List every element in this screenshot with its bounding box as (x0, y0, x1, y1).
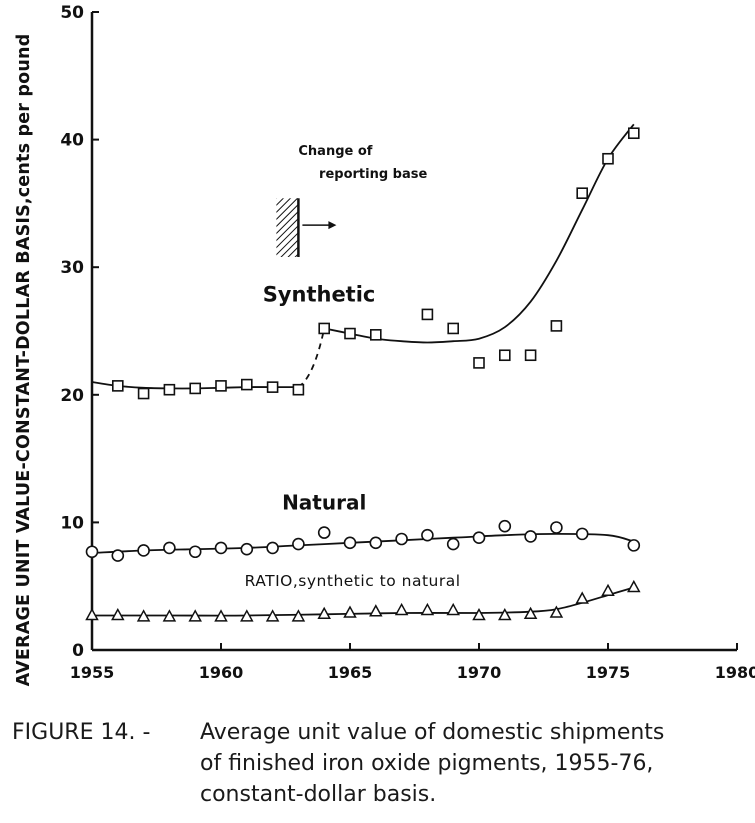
ratio-point (136, 609, 151, 622)
caption-line-2: of finished iron oxide pigments, 1955-76… (200, 751, 654, 776)
ratio-point (265, 609, 280, 622)
ratio-point (162, 609, 177, 622)
ratio-point (317, 606, 331, 620)
natural-point (266, 541, 279, 555)
synthetic-point (627, 127, 640, 140)
ratio-point (214, 609, 228, 622)
natural-point (395, 532, 408, 546)
natural-point (188, 545, 202, 559)
synthetic-point (292, 383, 305, 396)
y-tick-label: 0 (72, 641, 84, 661)
x-tick-label: 1975 (586, 663, 631, 682)
synthetic-point (266, 381, 279, 393)
x-tick-label: 1960 (199, 663, 244, 682)
natural-point (214, 541, 228, 555)
synthetic-point (524, 349, 537, 362)
natural-point (498, 519, 512, 533)
chart: 0 10 20 30 40 50 1955 1960 1965 1970 1975 1980 Synt… (60, 3, 755, 682)
synthetic-point (473, 357, 485, 369)
change-label-line-2: reporting base (319, 167, 427, 182)
x-tick-label: 1970 (457, 663, 502, 682)
ratio-point (498, 607, 512, 621)
synthetic-point (215, 380, 227, 392)
y-tick-label: 10 (60, 513, 84, 533)
synthetic-point (137, 387, 150, 400)
natural-point (421, 528, 434, 542)
axes (90, 11, 738, 652)
x-tick-label: 1965 (328, 663, 373, 682)
synthetic-point (498, 349, 511, 362)
natural-point (111, 549, 125, 562)
ratio-point (420, 602, 435, 616)
y-tick-label: 50 (60, 3, 84, 23)
synthetic-point (189, 382, 201, 395)
ratio-point (111, 607, 125, 621)
x-tick-label: 1980 (715, 663, 755, 682)
y-tick-label: 40 (60, 131, 84, 151)
natural-point (369, 536, 383, 550)
ratio-point (85, 607, 99, 621)
synthetic-point (241, 378, 253, 391)
y-tick-label: 30 (60, 258, 84, 278)
caption-line-1: Average unit value of domestic shipments (200, 720, 665, 745)
reporting-base-arrowhead (328, 221, 337, 230)
ratio-point (188, 609, 202, 622)
synthetic-point (550, 320, 563, 332)
y-tick-label: 20 (60, 386, 84, 406)
data-markers (85, 127, 641, 622)
natural-label: Natural (282, 491, 366, 515)
synthetic-label: Synthetic (263, 283, 376, 307)
natural-point (317, 526, 331, 539)
ratio-point (549, 605, 564, 618)
ratio-point (291, 609, 306, 622)
natural-point (343, 536, 357, 550)
tick-labels: 0 10 20 30 40 50 1955 1960 1965 1970 1975 1980 (60, 3, 755, 682)
synthetic-point (447, 322, 460, 335)
ratio-point (240, 609, 254, 622)
ratio-point (627, 579, 641, 593)
natural-point (292, 537, 305, 551)
change-label-line-1: Change of (298, 144, 372, 159)
caption-line-3: constant-dollar basis. (200, 782, 437, 807)
natural-point (472, 531, 486, 545)
synthetic-point (602, 152, 614, 165)
synthetic-point (421, 308, 434, 321)
ratio-point (601, 583, 615, 597)
figure-number: FIGURE 14. - (12, 720, 151, 745)
synthetic-point (318, 322, 331, 335)
ratio-point (523, 606, 538, 620)
caption-body: Average unit value of domestic shipments… (200, 717, 745, 810)
natural-point (550, 521, 563, 534)
reporting-base-hatch (276, 198, 299, 257)
x-tick-label: 1955 (70, 663, 115, 682)
natural-point (85, 545, 99, 559)
ratio-point (369, 604, 383, 617)
ratio-point (446, 602, 460, 616)
synthetic-point (112, 380, 124, 392)
ratio-point (343, 605, 357, 618)
fit-curves (91, 123, 635, 617)
synthetic-point (369, 329, 382, 341)
ratio-label: RATIO,synthetic to natural (245, 572, 461, 590)
synthetic-point (576, 187, 589, 199)
y-axis-label: AVERAGE UNIT VALUE-CONSTANT-DOLLAR BASIS… (4, 34, 44, 687)
natural-point (524, 530, 537, 543)
ratio-fit-line (92, 586, 635, 617)
natural-point (575, 527, 589, 541)
synthetic-point (344, 327, 356, 340)
ratio-point (575, 591, 589, 604)
synthetic-dashed-transition (297, 328, 326, 388)
natural-point (163, 541, 176, 555)
ratio-point (394, 602, 409, 616)
natural-point (627, 539, 641, 552)
ratio-point (472, 607, 486, 621)
annotations: Synthetic Natural RATIO,synthetic to natur… (245, 144, 461, 590)
synthetic-point (163, 383, 176, 396)
natural-point (137, 544, 150, 557)
natural-point (446, 537, 460, 551)
natural-point (240, 542, 254, 556)
y-axis-label-text: AVERAGE UNIT VALUE-CONSTANT-DOLLAR BASIS… (14, 33, 34, 687)
